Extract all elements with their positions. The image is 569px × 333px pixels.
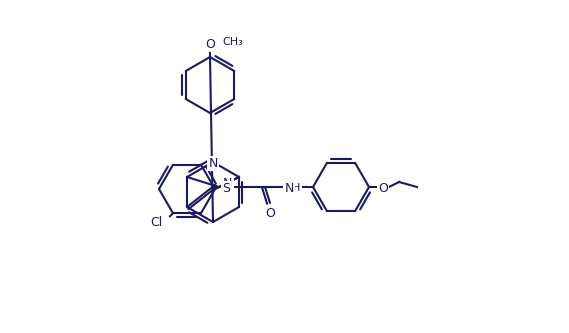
Text: N: N	[284, 182, 294, 195]
Text: Cl: Cl	[151, 216, 163, 229]
Text: O: O	[378, 182, 388, 195]
Text: N: N	[208, 157, 218, 170]
Text: N: N	[223, 177, 232, 190]
Text: O: O	[205, 38, 215, 51]
Text: O: O	[265, 207, 275, 220]
Text: CH₃: CH₃	[222, 37, 243, 47]
Text: S: S	[222, 182, 230, 195]
Text: H: H	[292, 183, 300, 193]
